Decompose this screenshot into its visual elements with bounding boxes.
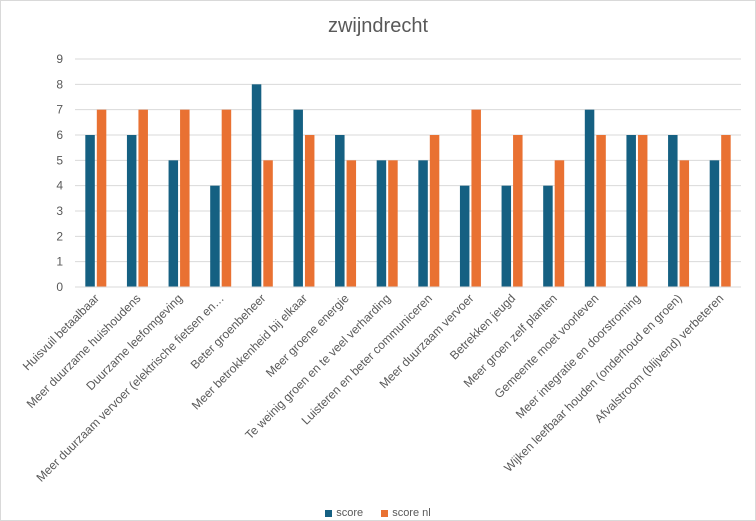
bar-score-8 — [418, 160, 428, 287]
y-tick-label: 6 — [56, 128, 63, 142]
legend-swatch-score-nl — [381, 509, 389, 517]
bar-score-9 — [459, 185, 470, 287]
chart-title: zwijndrecht — [327, 15, 429, 37]
y-tick-label: 8 — [56, 77, 63, 91]
x-tick-label: Huisvuil betaalbaar — [20, 291, 102, 373]
bar-score-nl-7 — [388, 160, 398, 287]
legend-label-score-nl: score nl — [392, 507, 431, 519]
legend-item-score-nl: score nl — [381, 507, 431, 519]
bar-score-4 — [251, 84, 262, 287]
bar-score-nl-1 — [138, 109, 148, 288]
legend-label-score: score — [336, 507, 364, 519]
bar-score-nl-12 — [596, 135, 606, 287]
y-tick-label: 7 — [56, 103, 63, 117]
bar-score-nl-5 — [304, 135, 315, 287]
y-tick-label: 5 — [56, 153, 63, 167]
x-tick-label: Beter groenbeheer — [188, 291, 269, 372]
bar-score-5 — [293, 109, 303, 288]
y-tick-label: 3 — [56, 204, 63, 218]
bar-score-nl-8 — [429, 135, 440, 287]
bar-score-nl-2 — [180, 109, 190, 288]
bar-score-nl-11 — [554, 160, 565, 287]
bar-score-7 — [376, 160, 387, 287]
bar-score-2 — [168, 160, 179, 287]
bar-score-nl-6 — [346, 160, 357, 287]
bar-score-12 — [584, 109, 595, 288]
bar-score-0 — [85, 135, 95, 287]
bar-score-14 — [668, 135, 678, 287]
bar-score-nl-0 — [96, 109, 107, 288]
legend-item-score: score — [325, 507, 363, 519]
bar-score-1 — [126, 135, 137, 287]
bar-score-11 — [543, 185, 553, 287]
bar-score-nl-15 — [721, 135, 731, 287]
chart-legend: score score nl — [1, 507, 755, 519]
bar-score-nl-14 — [679, 160, 690, 287]
bar-score-nl-10 — [513, 135, 523, 287]
y-tick-label: 9 — [56, 52, 63, 66]
bar-score-10 — [501, 185, 512, 287]
bar-score-3 — [210, 185, 220, 287]
bar-score-nl-3 — [221, 109, 232, 288]
y-tick-label: 2 — [56, 229, 63, 243]
bar-score-nl-13 — [637, 135, 648, 287]
bar-score-15 — [709, 160, 720, 287]
bar-score-nl-9 — [471, 109, 481, 288]
bar-score-nl-4 — [263, 160, 273, 287]
legend-swatch-score — [325, 509, 333, 517]
y-tick-label: 1 — [56, 255, 63, 269]
bar-score-6 — [335, 135, 345, 287]
y-tick-label: 0 — [56, 280, 63, 294]
bar-score-13 — [626, 135, 636, 287]
y-tick-label: 4 — [56, 179, 63, 193]
